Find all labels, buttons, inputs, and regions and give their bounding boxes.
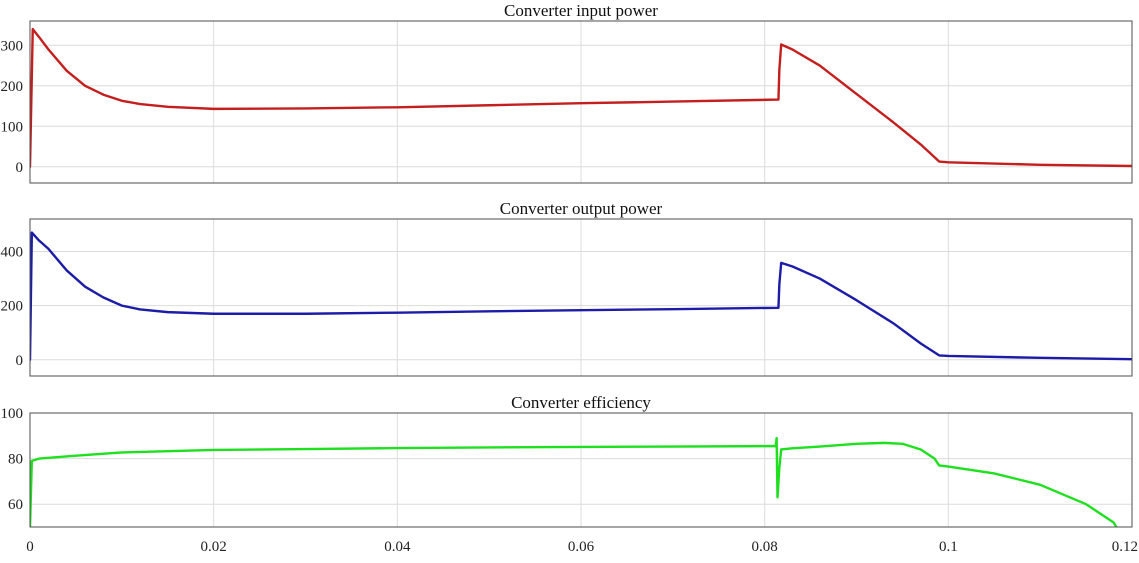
- axes-frame: [29, 218, 1133, 377]
- y-tick-label: 100: [1, 406, 24, 422]
- y-tick-label: 0: [16, 353, 24, 369]
- axes-frame: [29, 20, 1133, 184]
- y-tick-label: 100: [1, 119, 24, 135]
- axes-2: 0 200 400 Converter output power: [1, 199, 1133, 377]
- y-tick-label: 60: [8, 497, 23, 513]
- y-tick-label: 80: [8, 452, 23, 468]
- series-line: [30, 231, 1132, 361]
- y-tick-label: 200: [1, 79, 24, 95]
- series-line: [30, 27, 1132, 168]
- x-tick-label: 0: [26, 539, 34, 555]
- x-tick-label: 0.02: [201, 539, 227, 555]
- y-tick-label: 400: [1, 244, 24, 260]
- x-tick-label: 0.12: [1112, 539, 1138, 555]
- axes-3: 60 80 100 0 0.02 0.04 0.06 0.08 0.1 0.12 Converter…: [1, 393, 1139, 555]
- series-line: [30, 436, 1118, 527]
- chart-title: Converter efficiency: [511, 393, 651, 412]
- axes-frame: [29, 412, 1133, 528]
- y-tick-label: 200: [1, 299, 24, 315]
- chart-title: Converter output power: [500, 199, 663, 218]
- axes-1: 0 100 200 300 Converter input power: [1, 1, 1133, 184]
- y-tick-label: 300: [1, 38, 24, 54]
- x-tick-label: 0.04: [384, 539, 411, 555]
- y-tick-label: 0: [16, 160, 24, 176]
- chart-title: Converter input power: [504, 1, 658, 20]
- x-tick-label: 0.08: [752, 539, 778, 555]
- x-tick-label: 0.1: [939, 539, 958, 555]
- x-tick-label: 0.06: [568, 539, 595, 555]
